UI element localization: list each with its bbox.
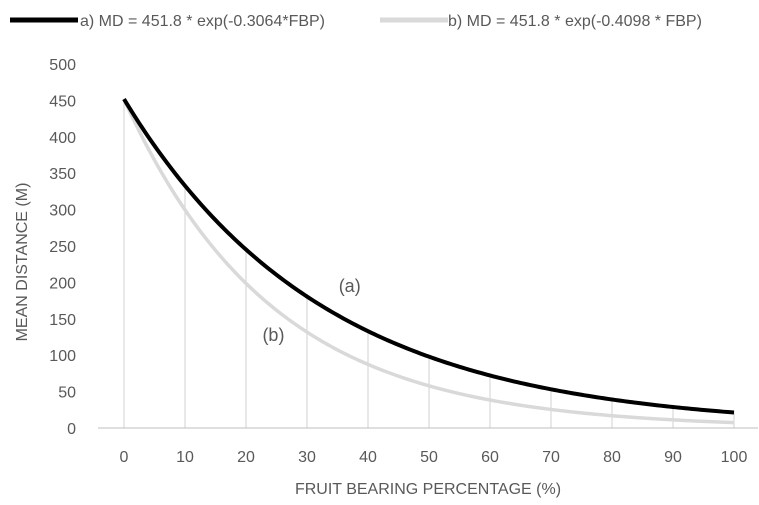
y-tick-labels: 0 50 100 150 200 250 300 350 400 450 500 — [49, 57, 76, 438]
x-tick-label: 40 — [359, 449, 377, 466]
x-axis-title: FRUIT BEARING PERCENTAGE (%) — [295, 481, 561, 498]
legend: a) MD = 451.8 * exp(-0.3064*FBP) b) MD =… — [10, 13, 702, 30]
x-tick-label: 100 — [721, 449, 748, 466]
y-tick-label: 250 — [49, 239, 76, 256]
legend-label-a: a) MD = 451.8 * exp(-0.3064*FBP) — [80, 13, 325, 30]
y-tick-label: 450 — [49, 93, 76, 110]
y-tick-label: 150 — [49, 312, 76, 329]
x-tick-label: 20 — [237, 449, 255, 466]
x-tick-label: 0 — [120, 449, 129, 466]
legend-label-b: b) MD = 451.8 * exp(-0.4098 * FBP) — [448, 13, 702, 30]
y-tick-label: 400 — [49, 130, 76, 147]
y-tick-label: 350 — [49, 166, 76, 183]
y-tick-label: 500 — [49, 57, 76, 74]
x-tick-label: 80 — [603, 449, 621, 466]
x-tick-label: 60 — [481, 449, 499, 466]
x-tick-label: 90 — [664, 449, 682, 466]
x-tick-labels: 0 10 20 30 40 50 60 70 80 90 100 — [120, 449, 748, 466]
y-tick-label: 0 — [67, 421, 76, 438]
y-tick-label: 200 — [49, 275, 76, 292]
x-tick-label: 50 — [420, 449, 438, 466]
y-tick-label: 50 — [58, 385, 76, 402]
annotation-a: (a) — [339, 276, 361, 296]
x-tick-label: 10 — [176, 449, 194, 466]
y-tick-label: 100 — [49, 348, 76, 365]
x-tick-label: 70 — [542, 449, 560, 466]
y-axis-title: MEAN DISTANCE (M) — [14, 183, 31, 342]
drop-lines — [124, 99, 734, 428]
y-tick-label: 300 — [49, 203, 76, 220]
annotation-b: (b) — [262, 325, 284, 345]
x-tick-label: 30 — [298, 449, 316, 466]
